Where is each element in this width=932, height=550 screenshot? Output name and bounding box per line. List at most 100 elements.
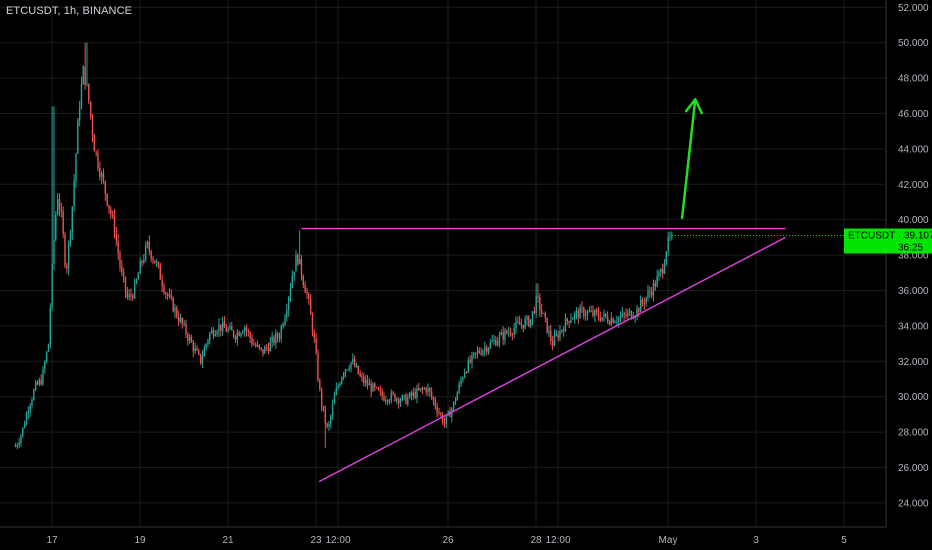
candle-body	[458, 383, 460, 393]
candle-body	[55, 214, 57, 240]
candle-body	[493, 339, 495, 342]
candle-body	[161, 279, 163, 287]
candle-body	[368, 383, 371, 386]
candle-body	[370, 383, 372, 392]
candle-body	[78, 107, 81, 121]
candle-body	[579, 307, 581, 319]
x-tick-label: 12:00	[325, 535, 350, 546]
candle-body	[91, 116, 94, 136]
candle-body	[498, 335, 501, 342]
candle-body	[18, 442, 20, 445]
symbol-title: ETCUSDT, 1h, BINANCE	[6, 5, 133, 17]
candle-body	[546, 317, 548, 333]
y-tick-label: 50.000	[898, 38, 929, 49]
candle-body	[33, 390, 35, 400]
candle-body	[647, 291, 649, 298]
candle-body	[177, 316, 180, 322]
candle-body	[315, 338, 317, 354]
candle-body	[238, 332, 240, 336]
price-axis[interactable]: 24.000 26.000 28.000 30.000 32.000 34.000 36.0…	[885, 0, 929, 527]
y-tick-label: 42.000	[898, 180, 929, 191]
candle-body	[187, 334, 189, 341]
support-trendline[interactable]	[318, 236, 786, 483]
candle-body	[287, 297, 290, 311]
candle-body	[60, 209, 63, 212]
candle-body	[166, 293, 169, 296]
candle-body	[337, 385, 339, 389]
candle-body	[592, 310, 594, 316]
candle-body	[441, 414, 444, 423]
candle-body	[539, 297, 541, 311]
candle-body	[410, 392, 413, 396]
candle-body	[654, 283, 657, 287]
candle-body	[482, 350, 484, 355]
candle-body	[148, 241, 151, 252]
candle-body	[636, 308, 638, 317]
candle-body	[375, 387, 378, 389]
candle-body	[535, 295, 537, 314]
candle-body	[223, 322, 226, 328]
candle-body	[487, 347, 490, 352]
candle-body	[429, 387, 431, 392]
candle-body	[220, 324, 222, 331]
candle-body	[608, 322, 611, 325]
candle-body	[100, 173, 103, 177]
candle-body	[88, 83, 90, 102]
candle-body	[573, 313, 576, 319]
candle-body	[355, 365, 358, 367]
candle-body	[522, 324, 525, 329]
last-price-label: ETCUSDT · 39.107 36:25	[844, 228, 932, 254]
candle-body	[386, 400, 389, 402]
candle-body	[480, 352, 482, 355]
x-tick-label: 3	[753, 535, 759, 546]
candle-body	[82, 66, 85, 85]
candle-body	[443, 422, 446, 424]
candle-body	[467, 359, 470, 373]
candle-body	[649, 291, 651, 293]
candle-body	[179, 318, 182, 322]
candle-body	[561, 329, 563, 331]
candle-body	[265, 347, 268, 349]
candle-body	[392, 392, 394, 395]
candle-body	[284, 317, 286, 325]
candle-body	[471, 354, 473, 363]
candle-body	[185, 323, 187, 335]
candle-body	[438, 412, 440, 414]
candle-body	[89, 101, 92, 117]
candle-body	[229, 326, 231, 329]
candle-body	[643, 302, 646, 304]
candle-body	[168, 294, 171, 296]
candle-body	[364, 380, 367, 383]
candle-body	[454, 400, 457, 402]
candle-body	[53, 239, 55, 265]
candle-body	[407, 397, 409, 404]
y-tick-label: 26.000	[898, 463, 929, 474]
up-arrow-icon[interactable]	[680, 98, 697, 220]
candle-body	[652, 283, 655, 296]
candle-body	[256, 344, 259, 347]
candle-body	[86, 83, 88, 85]
candle-body	[298, 259, 301, 265]
candle-body	[194, 348, 196, 352]
candle-body	[75, 153, 77, 181]
candle-body	[23, 424, 26, 428]
candle-body	[152, 258, 154, 261]
candle-body	[234, 336, 237, 340]
candle-body	[27, 411, 30, 414]
candle-body	[581, 307, 583, 309]
candle-body	[463, 372, 466, 378]
candle-body	[465, 372, 468, 374]
candle-body	[97, 152, 99, 168]
candle-body	[419, 388, 422, 390]
y-tick-label: 44.000	[898, 144, 929, 155]
candle-body	[421, 388, 424, 390]
candle-body	[111, 214, 114, 216]
candle-body	[132, 295, 134, 298]
time-axis[interactable]: 17 19 21 23 12:00 26 28 12:00 May 3 5	[0, 526, 886, 546]
candle-body	[474, 352, 477, 354]
candle-body	[295, 254, 297, 272]
x-tick-label: 17	[46, 535, 58, 546]
candle-body	[236, 332, 239, 340]
candle-body	[333, 394, 336, 405]
